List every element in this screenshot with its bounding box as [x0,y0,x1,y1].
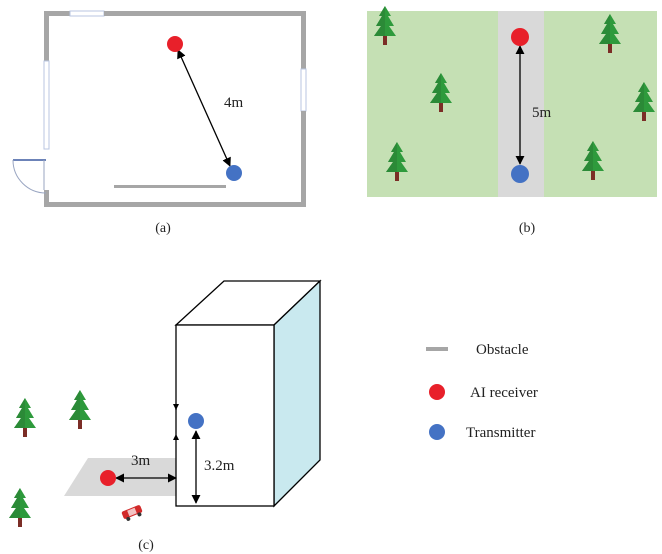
horizontal-label: 3m [131,453,151,469]
receiver-dot-b [511,28,529,46]
distance-arrow-a [177,49,231,167]
receiver-dot-c [100,470,116,486]
room-window-left [43,60,50,150]
legend-obstacle-swatch [426,347,448,351]
room-window-top [69,10,105,17]
transmitter-dot-b [511,165,529,183]
caption-b: (b) [519,221,536,236]
tree-icon [69,390,91,429]
legend-transmitter-swatch [429,424,445,440]
legend-receiver-swatch [429,384,445,400]
legend-receiver-label: AI receiver [470,385,538,401]
room-window-right [300,68,307,112]
room-wall-left-bottom [44,190,49,207]
tree-icon [14,398,36,437]
room-wall-right-bottom [301,111,306,207]
panel-a: 4m (a) [12,10,307,236]
room-wall-left-top [44,11,49,61]
panel-b: 5m (b) [367,6,657,236]
ground-plane [64,458,180,496]
room-wall-top-right [104,11,306,16]
room-wall-right-top [301,11,306,69]
legend-transmitter-label: Transmitter [466,425,535,441]
wall-tick-bottom-head [173,434,179,440]
door-icon [12,159,47,194]
transmitter-dot-c [188,413,204,429]
distance-label-b: 5m [532,105,552,121]
panel-c: 3.2m 3m (c) [9,279,322,553]
distance-label-a: 4m [224,95,244,111]
room-wall-top-left [44,11,70,16]
room-wall-bottom [44,202,306,207]
caption-c: (c) [138,538,154,553]
wall-tick-top-head [173,404,179,410]
obstacle-bar [114,185,226,188]
tree-icon [9,488,31,527]
height-label: 3.2m [204,458,235,474]
car-icon [121,505,143,521]
receiver-dot-a [167,36,183,52]
legend-obstacle-label: Obstacle [476,342,529,358]
legend: Obstacle AI receiver Transmitter [426,342,538,441]
transmitter-dot-a [226,165,242,181]
caption-a: (a) [155,221,171,236]
